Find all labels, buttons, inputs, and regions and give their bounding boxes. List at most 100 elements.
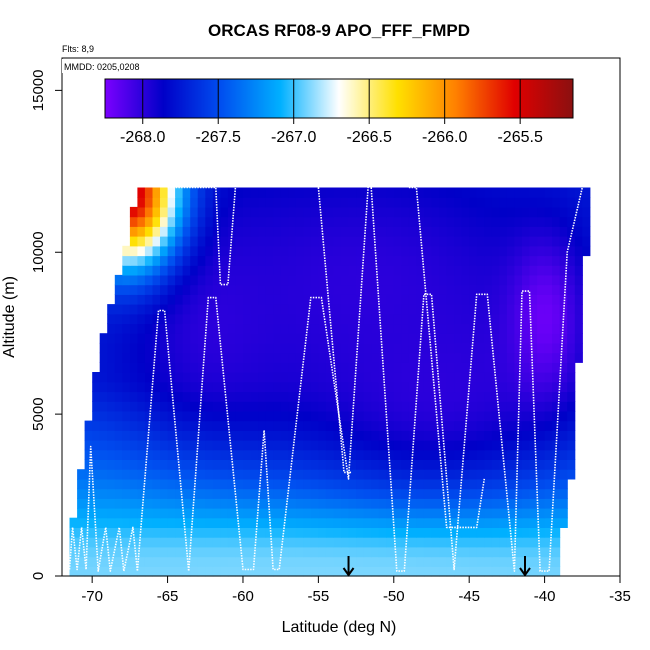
heatmap-cell (559, 342, 568, 354)
heatmap-cell (258, 401, 267, 412)
heatmap-cell (295, 333, 304, 344)
heatmap-cell (408, 488, 417, 499)
heatmap-cell (212, 333, 221, 344)
heatmap-cell (325, 508, 334, 519)
heatmap-cell (491, 478, 500, 490)
heatmap-cell (243, 410, 252, 422)
heatmap-cell (318, 236, 327, 247)
heatmap-cell (122, 362, 131, 373)
heatmap-cell (522, 255, 531, 266)
heatmap-cell (514, 265, 523, 276)
heatmap-cell (160, 284, 169, 295)
heatmap-cell (273, 391, 282, 402)
heatmap-cell (371, 410, 380, 422)
heatmap-cell (408, 352, 417, 363)
heatmap-cell (122, 284, 131, 295)
heatmap-cell (318, 566, 327, 577)
heatmap-cell (197, 206, 206, 218)
heatmap-cell (129, 420, 138, 431)
heatmap-cell (303, 381, 312, 393)
heatmap-cell (310, 430, 319, 441)
annotation-flights: Flts: 8,9 (62, 44, 94, 54)
heatmap-cell (288, 488, 297, 499)
heatmap-cell (506, 187, 515, 198)
heatmap-cell (363, 488, 372, 499)
heatmap-cell (371, 197, 380, 208)
heatmap-cell (190, 556, 199, 567)
heatmap-cell (514, 323, 523, 334)
heatmap-cell (250, 566, 259, 577)
heatmap-cell (303, 284, 312, 295)
heatmap-cell (348, 255, 357, 266)
heatmap-cell (160, 440, 169, 451)
heatmap-cell (288, 284, 297, 295)
heatmap-cell (107, 478, 116, 490)
heatmap-cell (310, 274, 319, 286)
heatmap-cell (378, 430, 387, 441)
heatmap-cell (288, 216, 297, 227)
heatmap-cell (175, 245, 184, 257)
heatmap-cell (423, 294, 432, 305)
heatmap-cell (205, 304, 214, 315)
heatmap-cell (552, 216, 561, 227)
heatmap-cell (401, 294, 410, 305)
heatmap-cell (544, 469, 553, 480)
heatmap-cell (243, 362, 252, 373)
heatmap-cell (423, 274, 432, 286)
heatmap-cell (506, 206, 515, 218)
heatmap-cell (273, 342, 282, 354)
heatmap-cell (499, 449, 508, 460)
heatmap-cell (167, 226, 176, 237)
heatmap-cell (423, 313, 432, 325)
heatmap-cell (235, 546, 244, 558)
heatmap-cell (190, 440, 199, 451)
heatmap-cell (544, 342, 553, 354)
heatmap-cell (220, 488, 229, 499)
heatmap-cell (401, 313, 410, 325)
heatmap-cell (439, 255, 448, 266)
heatmap-cell (423, 478, 432, 490)
heatmap-cell (386, 352, 395, 363)
heatmap-cell (190, 391, 199, 402)
heatmap-cell (92, 430, 101, 441)
heatmap-cell (265, 527, 274, 538)
heatmap-cell (431, 313, 440, 325)
heatmap-cell (514, 342, 523, 354)
heatmap-cell (537, 274, 546, 286)
heatmap-cell (114, 313, 123, 325)
heatmap-cell (190, 508, 199, 519)
heatmap-cell (431, 265, 440, 276)
heatmap-cell (522, 430, 531, 441)
heatmap-cell (506, 449, 515, 460)
heatmap-cell (325, 556, 334, 567)
heatmap-cell (514, 488, 523, 499)
heatmap-cell (205, 459, 214, 470)
heatmap-cell (491, 362, 500, 373)
heatmap-cell (175, 440, 184, 451)
heatmap-cell (522, 546, 531, 558)
heatmap-cell (461, 566, 470, 577)
heatmap-cell (454, 294, 463, 305)
heatmap-cell (160, 206, 169, 218)
heatmap-cell (137, 488, 146, 499)
heatmap-cell (190, 537, 199, 548)
heatmap-cell (567, 410, 576, 422)
heatmap-cell (574, 245, 583, 257)
heatmap-cell (461, 197, 470, 208)
heatmap-cell (574, 294, 583, 305)
heatmap-cell (114, 372, 123, 383)
heatmap-cell (476, 245, 485, 257)
heatmap-cell (356, 440, 365, 451)
heatmap-cell (190, 362, 199, 373)
arrow-marker (519, 556, 531, 577)
heatmap-cell (160, 226, 169, 237)
heatmap-cell (356, 265, 365, 276)
heatmap-cell (152, 469, 161, 480)
heatmap-cell (333, 508, 342, 519)
heatmap-cell (537, 313, 546, 325)
heatmap-cell (506, 517, 515, 528)
heatmap-cell (514, 537, 523, 548)
heatmap-cell (423, 245, 432, 257)
heatmap-cell (99, 440, 108, 451)
heatmap-cell (544, 430, 553, 441)
